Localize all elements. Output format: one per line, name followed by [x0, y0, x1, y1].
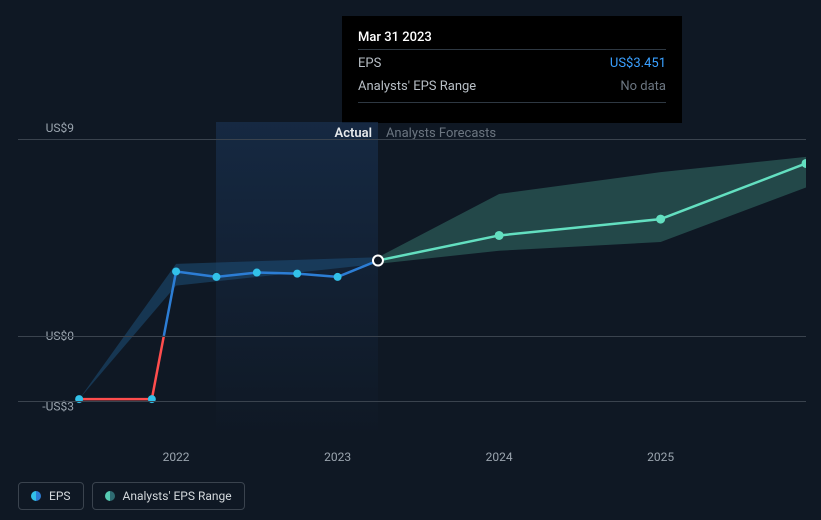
x-tick-label: 2023 [324, 450, 351, 464]
legend-item-range[interactable]: Analysts' EPS Range [92, 482, 245, 510]
legend-label-range: Analysts' EPS Range [123, 489, 232, 503]
tooltip-eps-label: EPS [358, 56, 381, 71]
x-tick-label: 2022 [163, 450, 190, 464]
chart-svg [18, 122, 806, 442]
tooltip: Mar 31 2023 EPS US$3.451 Analysts' EPS R… [342, 16, 682, 123]
tooltip-date: Mar 31 2023 [358, 30, 666, 45]
tooltip-eps-value: US$3.451 [610, 56, 666, 71]
chart-container: Mar 31 2023 EPS US$3.451 Analysts' EPS R… [0, 0, 821, 520]
x-tick-label: 2024 [486, 450, 513, 464]
legend-dot-range [105, 491, 115, 501]
tooltip-row-eps: EPS US$3.451 [358, 52, 666, 75]
tooltip-row-range: Analysts' EPS Range No data [358, 75, 666, 98]
divider [358, 102, 666, 103]
legend-item-eps[interactable]: EPS [18, 482, 84, 510]
divider [358, 49, 666, 50]
chart-plot-area[interactable]: US$9US$0-US$3 Actual Analysts Forecasts [18, 122, 806, 442]
tooltip-range-label: Analysts' EPS Range [358, 79, 476, 94]
legend-label-eps: EPS [49, 489, 71, 503]
x-tick-label: 2025 [647, 450, 674, 464]
tooltip-range-value: No data [620, 79, 666, 94]
legend: EPS Analysts' EPS Range [18, 482, 245, 510]
legend-dot-eps [31, 491, 41, 501]
